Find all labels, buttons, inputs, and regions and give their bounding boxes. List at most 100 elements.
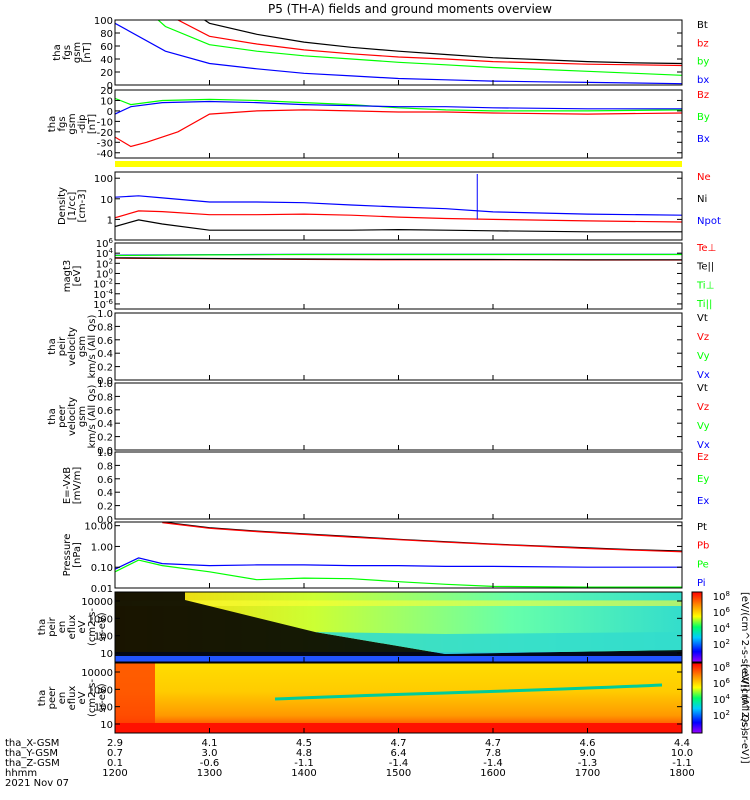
panel-frame <box>114 451 683 520</box>
legend-Te||: Te|| <box>696 262 714 273</box>
panel-peir_velocity: 1.0 0.8 0.6 0.4 0.2 0.0thapeirvelocitygsmkm/s… <box>47 309 710 387</box>
y-tick-label: 1000 <box>88 685 113 696</box>
colorbar-tick: 102 <box>713 709 730 722</box>
y-axis-label: Pressure[nPa] <box>62 534 83 577</box>
legend-Ti||: Ti|| <box>696 299 712 310</box>
x-row-value: -1.1 <box>672 758 692 769</box>
x-row-value: 9.0 <box>580 748 596 759</box>
y-tick-label: 0.2 <box>97 363 113 374</box>
y-tick-label: 10 <box>100 720 113 731</box>
legend-Te⊥: Te⊥ <box>696 243 716 254</box>
x-row-value: 4.1 <box>202 738 218 749</box>
y-tick-label: -40 <box>97 149 113 160</box>
legend-Vy: Vy <box>697 421 710 432</box>
y-tick-label: 0.01 <box>91 584 113 595</box>
y-tick-label: -20 <box>97 128 113 139</box>
panel-peir_spec: 10000 1000 100 10 thapeirenefluxeV(cm2-s-sr-… <box>37 591 683 663</box>
y-tick-label: 100 <box>94 703 113 714</box>
x-row-value: -0.6 <box>200 758 220 769</box>
date-label: 2021 Nov 07 <box>5 778 69 789</box>
x-axis-block: tha_X-GSM 2.9 4.1 4.5 4.7 4.7 4.6 4.4 tha_Y-GSM 0… <box>5 738 695 789</box>
colorbar-tick: 104 <box>713 622 731 635</box>
colorbar-label-top: [eV/(cm^2-s-sr-eV)] (All Qs) <box>739 592 750 731</box>
y-tick-label: 0.6 <box>97 475 113 486</box>
series-bz <box>176 20 682 67</box>
legend-Vy: Vy <box>697 351 710 362</box>
spectrogram-ridge <box>274 683 663 701</box>
series-Ti|| <box>115 253 682 257</box>
legend-By: By <box>697 112 710 123</box>
legend-by: by <box>697 57 709 68</box>
panel-frame <box>114 19 683 86</box>
x-row-label: tha_Y-GSM <box>5 748 58 759</box>
panel-peer_velocity: 1.0 0.8 0.6 0.4 0.2 0.0thapeervelocitygsmkm/s… <box>47 379 710 457</box>
y-axis-label: magt3[eV] <box>62 260 83 293</box>
legend-Vt: Vt <box>697 313 708 324</box>
legend-Bt: Bt <box>697 20 708 31</box>
y-tick-label: 40 <box>100 55 113 66</box>
y-tick-label: 10000 <box>81 668 113 679</box>
x-row-value: 0.1 <box>107 758 123 769</box>
y-tick-label: 10.00 <box>84 522 113 533</box>
y-tick-label: 60 <box>100 42 113 53</box>
series-Bz <box>115 109 682 148</box>
chart-title: P5 (TH-A) fields and ground moments over… <box>268 2 552 16</box>
series-Pi <box>115 557 682 570</box>
colorbar-tick: 106 <box>713 677 731 690</box>
spectrogram-fill <box>115 663 682 733</box>
legend-Bx: Bx <box>697 134 710 145</box>
series-Bt <box>203 20 682 65</box>
y-tick-label: 0.0 <box>97 515 113 526</box>
y-tick-label: 10000 <box>81 597 113 608</box>
panel-efield: 1.0 0.8 0.6 0.4 0.2 0.0 E=-VxB[mV/m] Ez Ey Ex <box>62 448 709 526</box>
series-Bx <box>115 100 682 115</box>
y-axis-label: thafgsgsm-dip[nT] <box>47 113 98 134</box>
panel-frame <box>114 521 683 589</box>
colorbar-tick: 104 <box>713 693 731 706</box>
x-row-value: 1800 <box>669 768 694 779</box>
legend-Ez: Ez <box>697 452 709 463</box>
series-Pb <box>162 522 682 553</box>
legend-Ex: Ex <box>697 496 709 507</box>
x-row-value: 1500 <box>386 768 411 779</box>
y-tick-label: 0 <box>107 81 113 92</box>
legend-Pe: Pe <box>697 559 709 570</box>
panel-peer_spec: 10000 1000 100 10 thapeerenefluxeV(cm2-s-sr-… <box>37 662 683 734</box>
y-tick-label: 0.6 <box>97 406 113 417</box>
legend-Bz: Bz <box>697 90 709 101</box>
y-tick-label: 0.8 <box>97 392 113 403</box>
y-tick-label: 0.4 <box>97 349 113 360</box>
x-row-value: -1.3 <box>578 758 598 769</box>
y-axis-label: thapeirenefluxeV(cm2-s-sr-eV) <box>37 608 108 646</box>
panel-pressure: 10.00 1.00 0.10 0.01 Pressure[nPa] Pt Pb Pe Pi <box>62 521 709 595</box>
colorbar-tick: 102 <box>713 638 730 651</box>
legend-Pb: Pb <box>697 541 709 552</box>
x-row-value: 7.8 <box>485 748 501 759</box>
y-tick-label: 80 <box>100 29 113 40</box>
x-row-value: 4.8 <box>296 748 312 759</box>
legend-Ni: Ni <box>697 194 707 205</box>
x-row-value: 6.4 <box>391 748 407 759</box>
panels-group: 100806040200thafgsgsm[nT]Btbzbybx20100-1… <box>37 16 721 734</box>
x-row-value: 1700 <box>575 768 600 779</box>
panel-frame <box>114 242 683 310</box>
y-tick-label: 20 <box>100 68 113 79</box>
y-tick-label: 0.2 <box>97 433 113 444</box>
x-row-value: 0.7 <box>107 748 123 759</box>
colorbar-tick: 108 <box>713 590 730 603</box>
x-row-value: 3.0 <box>202 748 218 759</box>
y-tick-label: 0.10 <box>91 563 113 574</box>
x-row-value: 1600 <box>480 768 505 779</box>
y-tick-label: 1 <box>107 215 113 226</box>
x-row-label: hhmm <box>5 768 37 779</box>
y-axis-label: thapeervelocitygsmkm/s (All Qs) <box>47 385 98 449</box>
y-axis-label: thapeirvelocitygsmkm/s (All Qs) <box>47 315 98 379</box>
legend-Vt: Vt <box>697 383 708 394</box>
spectrogram-gap <box>115 592 682 656</box>
y-tick-label: 0 <box>107 107 113 118</box>
legend-bz: bz <box>697 38 709 49</box>
x-row-value: -1.4 <box>389 758 409 769</box>
y-axis-label: thapeerenefluxeV(cm2-s-sr-eV) <box>37 679 108 717</box>
colorbar-top <box>691 591 703 663</box>
